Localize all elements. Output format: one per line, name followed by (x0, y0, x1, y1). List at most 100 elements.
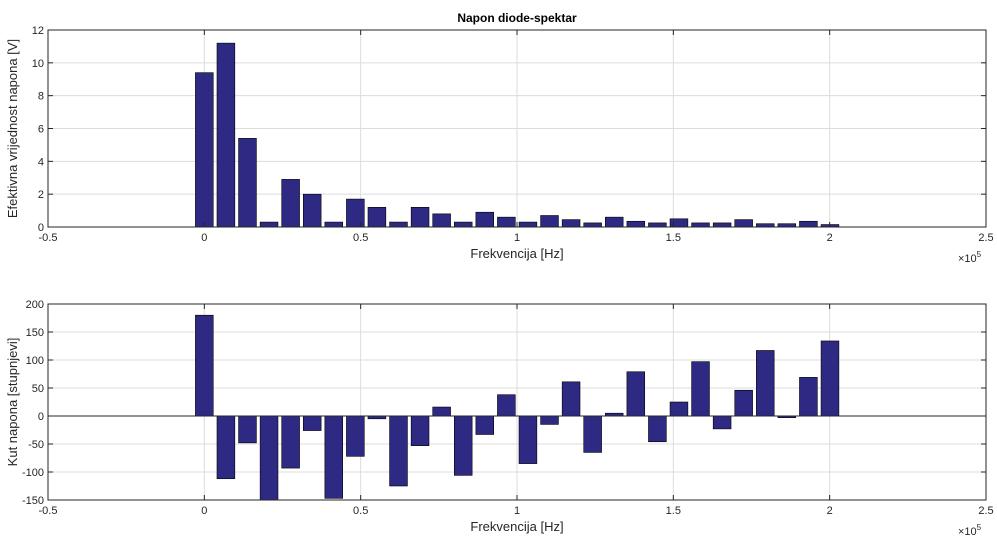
x-tick-label: -0.5 (39, 505, 58, 517)
bar (216, 42, 236, 228)
x-tick-label: 1 (514, 505, 520, 517)
bar (281, 415, 300, 469)
x-tick-labels: -0.5 0 0.5 1 1.5 2 2.5 (39, 232, 994, 244)
bar (561, 219, 581, 228)
y-tick-label: 0 (38, 222, 44, 234)
bar (626, 220, 646, 228)
y-tick-label: 6 (38, 124, 44, 136)
bar (259, 221, 279, 228)
bar (518, 221, 538, 228)
bar (648, 415, 667, 443)
x-axis-exponent-base: ×10 (958, 526, 977, 538)
y-tick-label: 10 (32, 58, 44, 70)
bar (410, 207, 430, 228)
y-tick-label: -100 (22, 467, 44, 479)
y-tick-label: -50 (28, 439, 44, 451)
x-tick-label: 2.5 (978, 232, 993, 244)
y-tick-labels: 0 2 4 6 8 10 12 (32, 25, 44, 234)
bar (712, 222, 732, 228)
x-tick-label: 1.5 (666, 505, 681, 517)
x-tick-label: 2 (827, 505, 833, 517)
bar (605, 216, 624, 228)
x-axis-exponent-base: ×10 (958, 253, 977, 265)
bar (324, 415, 343, 499)
bar (367, 207, 387, 228)
bar (648, 222, 667, 228)
bar (238, 415, 257, 444)
bar (195, 72, 214, 228)
bar-series (48, 314, 986, 501)
y-axis-label: Kut napona [stupnjevi] (5, 338, 20, 467)
y-tick-label: 0 (38, 411, 44, 423)
x-axis-exponent-power: 5 (977, 250, 982, 259)
bar (799, 377, 818, 417)
bar (669, 218, 689, 228)
x-tick-label: 0.5 (353, 232, 368, 244)
bar (518, 415, 538, 464)
bar (195, 314, 214, 417)
bar (475, 211, 495, 228)
bar (389, 415, 408, 487)
bar (475, 415, 495, 435)
tick-marks (47, 303, 987, 501)
x-axis-label: Frekvencija [Hz] (470, 246, 563, 261)
bar (540, 215, 559, 228)
y-tick-label: 2 (38, 189, 44, 201)
y-tick-label: 200 (26, 299, 44, 311)
bar (734, 389, 753, 417)
bar (734, 219, 753, 228)
bar (238, 138, 257, 228)
x-tick-label: 0.5 (353, 505, 368, 517)
bar (216, 415, 236, 480)
x-tick-label: 2.5 (978, 505, 993, 517)
bar (259, 415, 279, 501)
x-tick-label: 1.5 (666, 232, 681, 244)
bar (454, 415, 473, 476)
bar (691, 361, 710, 417)
x-axis-exponent: ×105 (958, 523, 982, 538)
y-tick-label: 12 (32, 25, 44, 37)
bar (820, 340, 840, 417)
grid-lines (47, 303, 987, 501)
bar (410, 415, 430, 446)
bar (497, 216, 516, 228)
x-tick-label: 0 (201, 232, 207, 244)
x-axis-label: Frekvencija [Hz] (470, 519, 563, 534)
x-tick-label: 0 (201, 505, 207, 517)
bar (346, 198, 365, 228)
grid-lines (47, 29, 987, 228)
x-axis-exponent: ×105 (958, 250, 982, 265)
y-tick-label: 8 (38, 91, 44, 103)
bar (324, 221, 343, 228)
bar (756, 350, 775, 417)
y-tick-label: 100 (26, 355, 44, 367)
bar (540, 415, 559, 425)
bar (389, 221, 408, 228)
x-axis-exponent-power: 5 (977, 523, 982, 532)
bar (302, 415, 322, 431)
bar (432, 406, 451, 417)
bar (583, 222, 602, 228)
y-tick-label: 4 (38, 156, 44, 168)
phase-spectrum-plot: -0.5 0 0.5 1 1.5 2 2.5 -150 -100 -50 0 50 100 150 200… (5, 299, 994, 538)
bar (454, 221, 473, 228)
x-tick-label: 2 (827, 232, 833, 244)
bar (691, 222, 710, 228)
bar (583, 415, 602, 453)
bar (712, 415, 732, 430)
y-tick-label: -150 (22, 495, 44, 507)
x-tick-labels: -0.5 0 0.5 1 1.5 2 2.5 (39, 505, 994, 517)
bar (626, 371, 646, 417)
bar (669, 401, 689, 417)
bar (799, 220, 818, 228)
bar (346, 415, 365, 457)
y-axis-label: Efektivna vrijednost napona [V] (5, 39, 20, 218)
x-tick-label: -0.5 (39, 232, 58, 244)
bar (432, 213, 451, 228)
y-tick-label: 150 (26, 327, 44, 339)
bar (302, 193, 322, 228)
x-tick-label: 1 (514, 232, 520, 244)
y-tick-label: 50 (32, 383, 44, 395)
